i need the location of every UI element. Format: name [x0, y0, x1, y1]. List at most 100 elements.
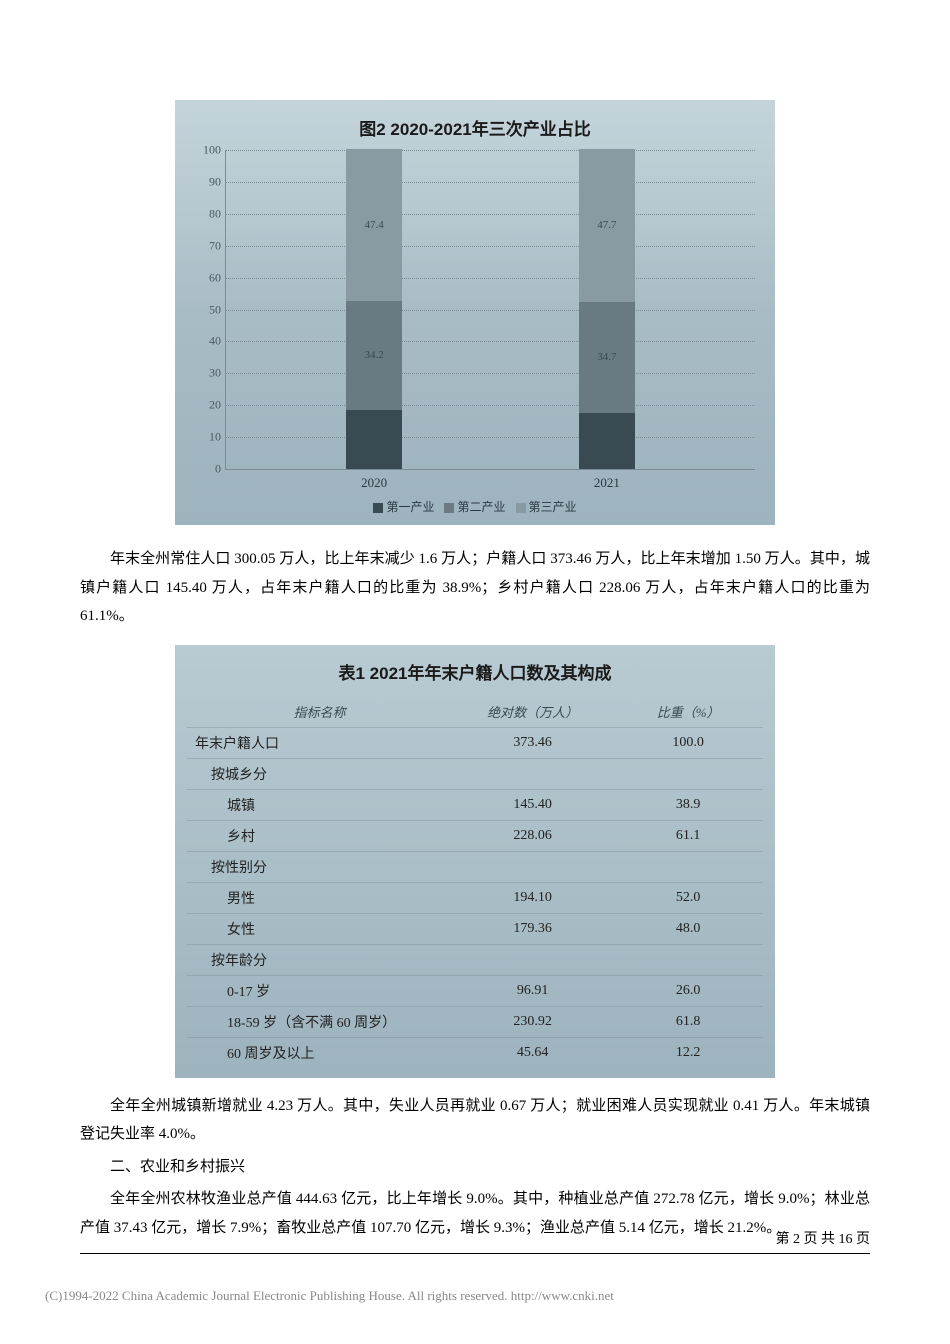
chart-ytick: 20	[196, 398, 221, 413]
table-cell-value: 145.40	[452, 789, 613, 820]
table-cell-label: 按城乡分	[187, 758, 452, 789]
table-cell-value: 96.91	[452, 975, 613, 1006]
bar-segment: 47.7	[579, 149, 635, 302]
table-cell-pct: 38.9	[613, 789, 763, 820]
bar-segment: 34.2	[346, 301, 402, 410]
table-cell-pct: 12.2	[613, 1037, 763, 1068]
chart-ytick: 30	[196, 366, 221, 381]
table-cell-value: 45.64	[452, 1037, 613, 1068]
legend-swatch	[516, 503, 526, 513]
chart-ytick: 40	[196, 334, 221, 349]
table-row: 女性179.3648.0	[187, 913, 763, 944]
legend-label: 第一产业	[386, 500, 434, 514]
table-col-header: 绝对数（万人）	[452, 696, 613, 728]
bar-value-label: 34.2	[364, 349, 383, 361]
page-footer: 第 2 页 共 16 页	[80, 1228, 870, 1254]
bar-group: 47.4 34.2 18.4	[346, 149, 402, 469]
table-row: 城镇145.4038.9	[187, 789, 763, 820]
table-cell-label: 女性	[187, 913, 452, 944]
table-cell-value: 373.46	[452, 727, 613, 758]
chart-ytick: 80	[196, 206, 221, 221]
table-header-row: 指标名称 绝对数（万人） 比重（%）	[187, 696, 763, 728]
bar-group: 47.7 34.7 17.6	[579, 149, 635, 469]
table-cell-label: 按性别分	[187, 851, 452, 882]
table-row: 60 周岁及以上45.6412.2	[187, 1037, 763, 1068]
table-cell-pct: 26.0	[613, 975, 763, 1006]
table-cell-pct	[613, 758, 763, 789]
chart-ytick: 70	[196, 238, 221, 253]
chart-legend: 第一产业 第二产业 第三产业	[195, 498, 755, 515]
chart-gridline	[226, 373, 755, 374]
table-cell-pct: 61.8	[613, 1006, 763, 1037]
table-row: 按城乡分	[187, 758, 763, 789]
bar-segment: 17.6	[579, 413, 635, 469]
chart-gridline	[226, 469, 755, 470]
table-cell-value	[452, 944, 613, 975]
table-cell-value: 194.10	[452, 882, 613, 913]
legend-item: 第一产业	[373, 498, 434, 515]
table-cell-value: 228.06	[452, 820, 613, 851]
table-cell-label: 男性	[187, 882, 452, 913]
table-row: 年末户籍人口373.46100.0	[187, 727, 763, 758]
table-cell-label: 城镇	[187, 789, 452, 820]
table-cell-label: 60 周岁及以上	[187, 1037, 452, 1068]
table-cell-value: 230.92	[452, 1006, 613, 1037]
chart-gridline	[226, 150, 755, 151]
table-cell-label: 乡村	[187, 820, 452, 851]
chart-plot-area: 0102030405060708090100 47.434.218.447.73…	[225, 150, 755, 470]
copyright-notice: (C)1994-2022 China Academic Journal Elec…	[45, 1288, 614, 1304]
bar-value-label: 47.7	[597, 219, 616, 231]
table-title: 表1 2021年年末户籍人口数及其构成	[187, 659, 763, 684]
chart-gridline	[226, 310, 755, 311]
legend-swatch	[373, 503, 383, 513]
table-cell-pct	[613, 944, 763, 975]
table-row: 乡村228.0661.1	[187, 820, 763, 851]
chart-ytick: 100	[196, 143, 221, 158]
table-cell-value: 179.36	[452, 913, 613, 944]
table-cell-label: 按年龄分	[187, 944, 452, 975]
table-col-header: 比重（%）	[613, 696, 763, 728]
table-row: 男性194.1052.0	[187, 882, 763, 913]
chart-gridline	[226, 246, 755, 247]
employment-paragraph: 全年全州城镇新增就业 4.23 万人。其中，失业人员再就业 0.67 万人；就业…	[80, 1092, 870, 1149]
chart-ytick: 0	[196, 462, 221, 477]
table-cell-label: 18-59 岁（含不满 60 周岁）	[187, 1006, 452, 1037]
legend-item: 第二产业	[444, 498, 505, 515]
table-row: 按性别分	[187, 851, 763, 882]
bar-value-label: 18.4	[364, 434, 383, 446]
bar-value-label: 34.7	[597, 351, 616, 363]
chart-gridline	[226, 182, 755, 183]
legend-swatch	[444, 503, 454, 513]
page-number: 第 2 页 共 16 页	[776, 1232, 871, 1247]
section-heading-agriculture: 二、农业和乡村振兴	[80, 1153, 870, 1182]
table-cell-label: 0-17 岁	[187, 975, 452, 1006]
population-table-container: 表1 2021年年末户籍人口数及其构成 指标名称 绝对数（万人） 比重（%） 年…	[175, 645, 775, 1078]
table-col-header: 指标名称	[187, 696, 452, 728]
bar-segment: 47.4	[346, 149, 402, 301]
table-cell-pct: 48.0	[613, 913, 763, 944]
chart-gridline	[226, 214, 755, 215]
chart-ytick: 90	[196, 174, 221, 189]
bar-segment: 18.4	[346, 410, 402, 469]
chart-gridline	[226, 437, 755, 438]
table-row: 18-59 岁（含不满 60 周岁）230.9261.8	[187, 1006, 763, 1037]
bar-segment: 34.7	[579, 302, 635, 413]
legend-item: 第三产业	[516, 498, 577, 515]
bar-value-label: 17.6	[597, 435, 616, 447]
chart-title: 图2 2020-2021年三次产业占比	[195, 115, 755, 140]
legend-label: 第三产业	[529, 500, 577, 514]
table-row: 0-17 岁96.9126.0	[187, 975, 763, 1006]
population-paragraph: 年末全州常住人口 300.05 万人，比上年末减少 1.6 万人；户籍人口 37…	[80, 545, 870, 631]
table-cell-value	[452, 758, 613, 789]
table-row: 按年龄分	[187, 944, 763, 975]
table-cell-pct: 52.0	[613, 882, 763, 913]
chart-xtick: 2021	[594, 475, 620, 491]
bar-value-label: 47.4	[364, 219, 383, 231]
table-cell-value	[452, 851, 613, 882]
table-cell-pct	[613, 851, 763, 882]
table-cell-label: 年末户籍人口	[187, 727, 452, 758]
chart-ytick: 60	[196, 270, 221, 285]
legend-label: 第二产业	[457, 500, 505, 514]
chart-xtick: 2020	[361, 475, 387, 491]
table-cell-pct: 61.1	[613, 820, 763, 851]
